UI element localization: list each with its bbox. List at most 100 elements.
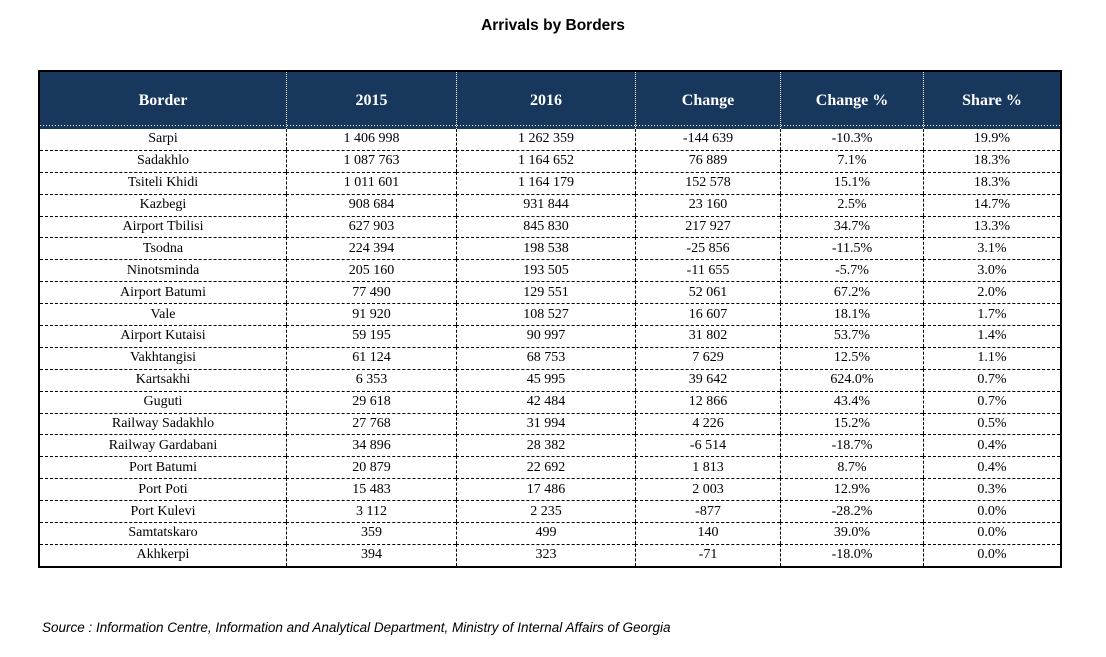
column-header-2015: 2015 <box>286 72 456 129</box>
cell-change-pct: -5.7% <box>780 259 923 282</box>
cell-2015: 394 <box>286 543 456 566</box>
cell-2015: 27 768 <box>286 412 456 435</box>
cell-change: 7 629 <box>635 346 780 369</box>
cell-change-pct: -11.5% <box>780 237 923 260</box>
table-header-row: Border 2015 2016 Change Change % Share % <box>40 72 1060 129</box>
column-header-share-pct: Share % <box>923 72 1060 129</box>
table-row: Sadakhlo 1 087 763 1 164 652 76 889 7.1% 18.3… <box>40 149 1060 172</box>
column-header-border: Border <box>40 72 286 129</box>
cell-2016: 193 505 <box>456 259 635 282</box>
table-body: Sarpi 1 406 998 1 262 359 -144 639 -10.3% 19.… <box>40 129 1060 566</box>
cell-change-pct: 15.2% <box>780 412 923 435</box>
cell-2015: 61 124 <box>286 346 456 369</box>
table-row: Airport Kutaisi 59 195 90 997 31 802 53.7% 1.… <box>40 325 1060 347</box>
cell-2015: 908 684 <box>286 193 456 216</box>
cell-border: Airport Tbilisi <box>40 215 286 238</box>
cell-border: Sarpi <box>148 131 178 147</box>
cell-border: Airport Batumi <box>40 281 286 303</box>
table-row: Airport Batumi 77 490 129 551 52 061 67.2% 2.… <box>40 281 1060 304</box>
cell-change: 1 813 <box>635 456 780 479</box>
cell-change: 16 607 <box>635 303 780 326</box>
table-row: Akhkerpi 394 323 -71 -18.0% 0.0% <box>40 543 1060 566</box>
cell-share-pct: 0.0% <box>923 522 1060 544</box>
cell-share-pct: 1.7% <box>923 303 1060 326</box>
page-title: Arrivals by Borders <box>481 17 625 34</box>
cell-2015: 34 896 <box>286 434 456 457</box>
cell-share-pct: 2.0% <box>923 281 1060 304</box>
table-row: Railway Gardabani 34 896 28 382 -6 514 -18.7… <box>40 434 1060 457</box>
cell-share-pct: 14.7% <box>923 193 1060 216</box>
table-row: Port Poti 15 483 17 486 2 003 12.9% 0.3% <box>40 478 1060 501</box>
cell-change: 217 927 <box>635 215 780 238</box>
cell-change-pct: 12.9% <box>780 478 923 501</box>
cell-2016: 1 164 179 <box>456 171 635 194</box>
table-row: Kazbegi 908 684 931 844 23 160 2.5% 14.7% <box>40 193 1060 216</box>
cell-share-pct: 0.4% <box>923 434 1060 457</box>
table-row: Railway Sadakhlo 27 768 31 994 4 226 15.2% 0.… <box>40 412 1060 435</box>
table-row: Tsiteli Khidi 1 011 601 1 164 179 152 578 15… <box>40 171 1060 194</box>
cell-share-pct: 0.7% <box>923 368 1060 391</box>
cell-share-pct: 0.5% <box>923 412 1060 435</box>
cell-change-pct: 7.1% <box>780 149 923 172</box>
cell-change-pct: 18.1% <box>780 303 923 326</box>
cell-change: 39 642 <box>635 368 780 391</box>
cell-2015: 15 483 <box>286 478 456 501</box>
cell-2016: 17 486 <box>456 478 635 501</box>
cell-2016: 931 844 <box>456 193 635 216</box>
cell-share-pct: 3.1% <box>923 237 1060 260</box>
cell-2016: 129 551 <box>456 281 635 304</box>
cell-2015: 1 011 601 <box>286 171 456 194</box>
column-header-change-pct: Change % <box>780 72 923 129</box>
cell-2016: 323 <box>456 543 635 566</box>
table-row: Guguti 29 618 42 484 12 866 43.4% 0.7% <box>40 390 1060 413</box>
cell-2016: 1 262 359 <box>456 129 635 150</box>
cell-border: Akhkerpi <box>40 543 286 566</box>
cell-2015: 29 618 <box>286 390 456 413</box>
cell-share-pct: 0.3% <box>923 478 1060 501</box>
cell-change: -11 655 <box>635 259 780 282</box>
cell-2015: 224 394 <box>286 237 456 260</box>
cell-change-pct: -18.0% <box>780 543 923 566</box>
cell-change-pct: 39.0% <box>780 522 923 544</box>
cell-share-pct: 3.0% <box>923 259 1060 282</box>
cell-change: 76 889 <box>635 149 780 172</box>
cell-change: 31 802 <box>635 325 780 347</box>
cell-change: 23 160 <box>635 193 780 216</box>
cell-change: 152 578 <box>635 171 780 194</box>
cell-2015: 3 112 <box>286 500 456 523</box>
cell-2016: 28 382 <box>456 434 635 457</box>
cell-2016: 108 527 <box>456 303 635 326</box>
cell-border: Vakhtangisi <box>40 346 286 369</box>
cell-change: 140 <box>635 522 780 544</box>
cell-share-pct: 1.4% <box>923 325 1060 347</box>
table-row: Vale 91 920 108 527 16 607 18.1% 1.7% <box>40 303 1060 326</box>
cell-change: -25 856 <box>635 237 780 260</box>
cell-change-pct: 624.0% <box>780 368 923 391</box>
cell-change: 2 003 <box>635 478 780 501</box>
cell-2015: 1 087 763 <box>286 149 456 172</box>
cell-border: Vale <box>40 303 286 325</box>
cell-share-pct: 0.0% <box>923 500 1060 523</box>
cell-share-pct: 0.4% <box>923 456 1060 479</box>
cell-2016: 22 692 <box>456 456 635 479</box>
cell-change-pct: -28.2% <box>780 500 923 523</box>
cell-change: -877 <box>635 500 780 523</box>
table-row: Port Batumi 20 879 22 692 1 813 8.7% 0.4% <box>40 456 1060 479</box>
cell-share-pct: 0.7% <box>923 390 1060 413</box>
cell-border: Port Poti <box>40 478 286 500</box>
cell-change: -6 514 <box>635 434 780 457</box>
table-row: Airport Tbilisi 627 903 845 830 217 927 34.7… <box>40 215 1060 238</box>
cell-change: 12 866 <box>635 390 780 413</box>
cell-2015: 627 903 <box>286 215 456 238</box>
cell-border: Tsodna <box>40 237 286 259</box>
cell-change-pct: -10.3% <box>780 129 923 150</box>
cell-change-pct: 8.7% <box>780 456 923 479</box>
cell-2015: 6 353 <box>286 368 456 391</box>
cell-change-pct: 15.1% <box>780 171 923 194</box>
cell-2016: 1 164 652 <box>456 149 635 172</box>
table-row: Ninotsminda 205 160 193 505 -11 655 -5.7% 3.0… <box>40 259 1060 282</box>
arrivals-by-borders-table: Border 2015 2016 Change Change % Share %… <box>38 70 1062 568</box>
cell-change-pct: -18.7% <box>780 434 923 457</box>
cell-change: -71 <box>635 543 780 566</box>
cell-border: Railway Gardabani <box>40 434 286 456</box>
